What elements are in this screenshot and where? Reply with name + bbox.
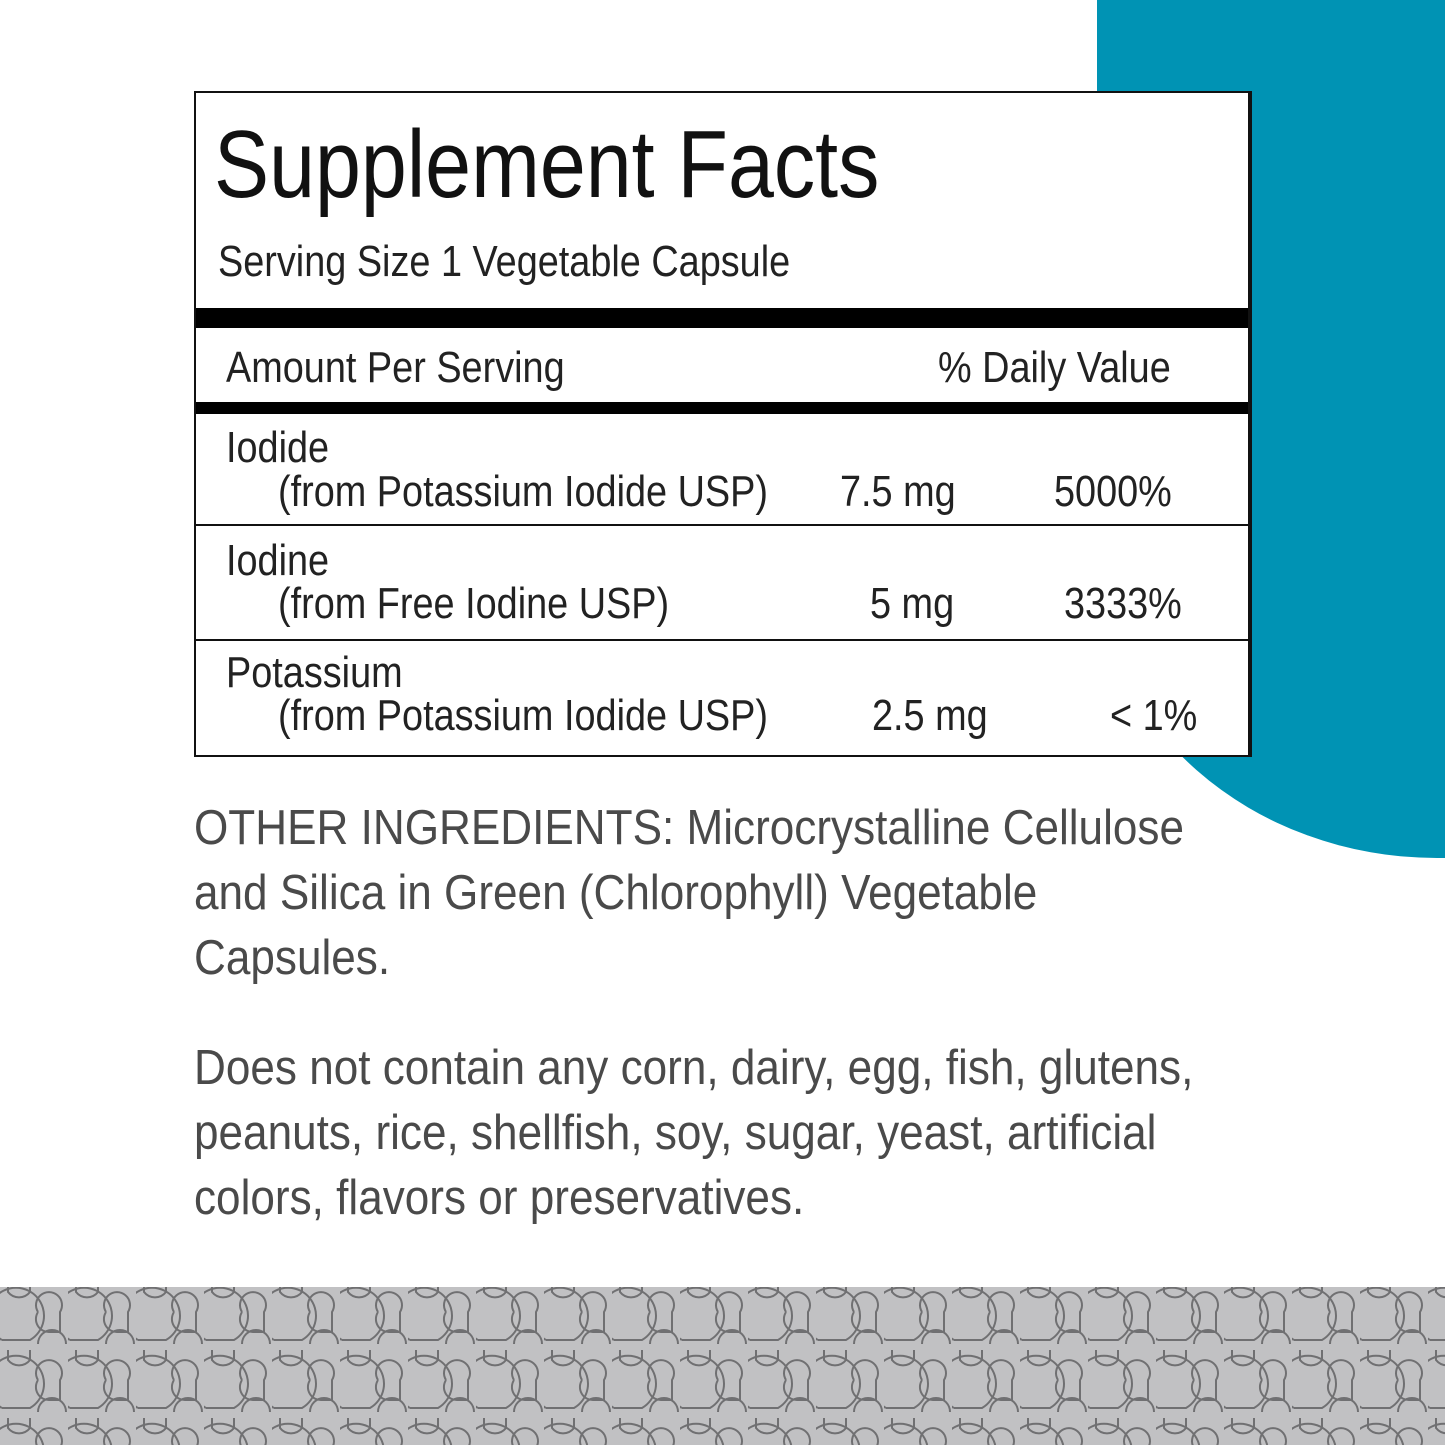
pattern-fill [0, 1287, 1445, 1445]
nutrient-amount: 5 mg [870, 579, 955, 628]
other-ingredients: OTHER INGREDIENTS: Microcrystalline Cell… [194, 801, 1184, 985]
nutrient-dv: 3333% [1064, 579, 1182, 628]
supplement-facts-panel: Supplement Facts Serving Size 1 Vegetabl… [194, 91, 1252, 757]
nutrient-source: (from Potassium Iodide USP) [278, 467, 768, 516]
nutrient-name: Potassium [226, 648, 403, 697]
divider-thick [196, 402, 1248, 414]
nutrient-name: Iodide [226, 423, 330, 472]
nutrient-source: (from Free Iodine USP) [278, 579, 670, 628]
nutrient-name: Iodine [226, 536, 330, 585]
header-amount: Amount Per Serving [226, 343, 565, 392]
nutrient-amount: 2.5 mg [872, 691, 988, 740]
header-daily-value: % Daily Value [938, 343, 1171, 392]
panel-title: Supplement Facts [214, 111, 880, 218]
nutrient-amount: 7.5 mg [840, 467, 956, 516]
nutrient-dv: < 1% [1110, 691, 1198, 740]
serving-size: Serving Size 1 Vegetable Capsule [218, 237, 791, 286]
divider-thick [196, 308, 1248, 328]
nutrient-source: (from Potassium Iodide USP) [278, 691, 768, 740]
nutrient-dv: 5000% [1054, 467, 1172, 516]
divider-thin [196, 524, 1248, 526]
divider-thin [196, 639, 1248, 641]
decorative-pattern-band [0, 1287, 1445, 1445]
allergen-statement: Does not contain any corn, dairy, egg, f… [194, 1041, 1194, 1225]
